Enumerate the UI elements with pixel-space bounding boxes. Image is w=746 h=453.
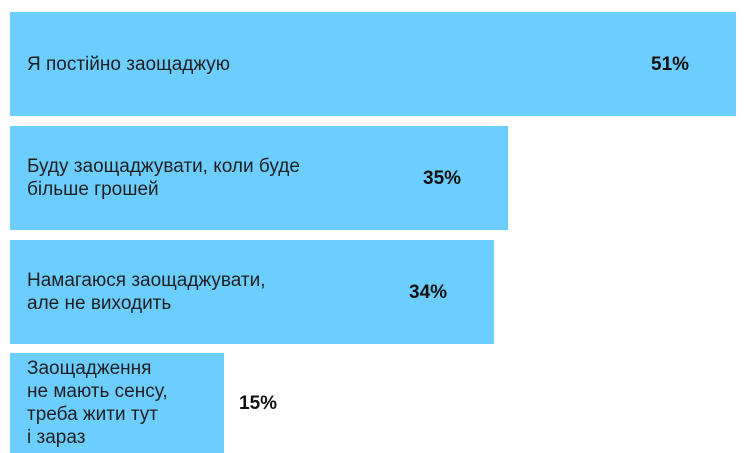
bar-value-1: 51% xyxy=(651,54,690,75)
bar-value-4: 15% xyxy=(239,393,278,414)
bar-2 xyxy=(10,126,508,230)
bar-label-4: Заощадження не мають сенсу, треба жити т… xyxy=(27,358,168,448)
bar-1 xyxy=(10,12,736,116)
bar-label-1: Я постійно заощаджую xyxy=(27,54,231,75)
bar-value-3: 34% xyxy=(409,282,448,303)
bar-label-2: Буду заощаджувати, коли буде більше грош… xyxy=(27,156,300,200)
bar-3 xyxy=(10,240,494,344)
bar-4 xyxy=(10,353,224,453)
bar-value-2: 35% xyxy=(423,168,462,189)
bar-label-3: Намагаюся заощаджувати, але не виходить xyxy=(27,270,266,314)
